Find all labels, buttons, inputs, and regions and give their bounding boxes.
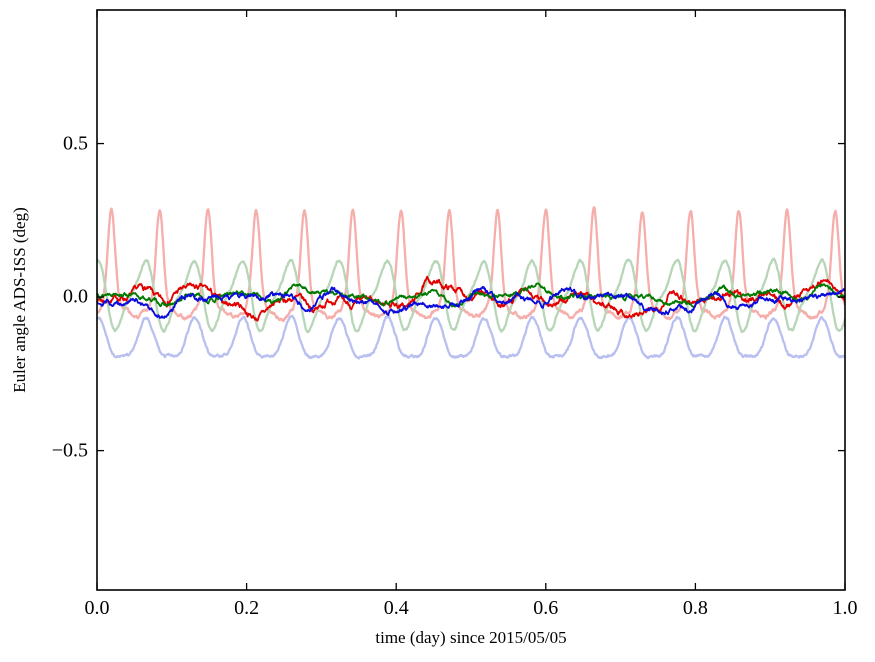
y-tick-label: 0.5 — [63, 132, 88, 155]
series-pale-green-orbital — [97, 257, 845, 334]
x-tick-label: 0.2 — [234, 597, 260, 619]
x-tick-label: 0.6 — [533, 597, 559, 619]
y-tick-label: 0.0 — [63, 285, 88, 308]
x-tick-label: 0.0 — [84, 597, 110, 619]
series-blue-euler-angle — [97, 285, 845, 319]
y-tick-label: −0.5 — [51, 439, 88, 462]
x-tick-label: 1.0 — [832, 597, 858, 619]
y-axis-label: Euler angle ADS-ISS (deg) — [10, 207, 29, 393]
x-tick-label: 0.8 — [682, 597, 708, 619]
series-group — [97, 206, 845, 360]
x-axis-label: time (day) since 2015/05/05 — [375, 628, 567, 647]
plot-frame — [96, 9, 846, 591]
series-green-euler-angle — [97, 282, 845, 309]
series-pale-blue-orbital — [97, 314, 845, 360]
x-tick-label: 0.4 — [383, 597, 409, 619]
series-pale-red-orbital — [97, 206, 845, 323]
